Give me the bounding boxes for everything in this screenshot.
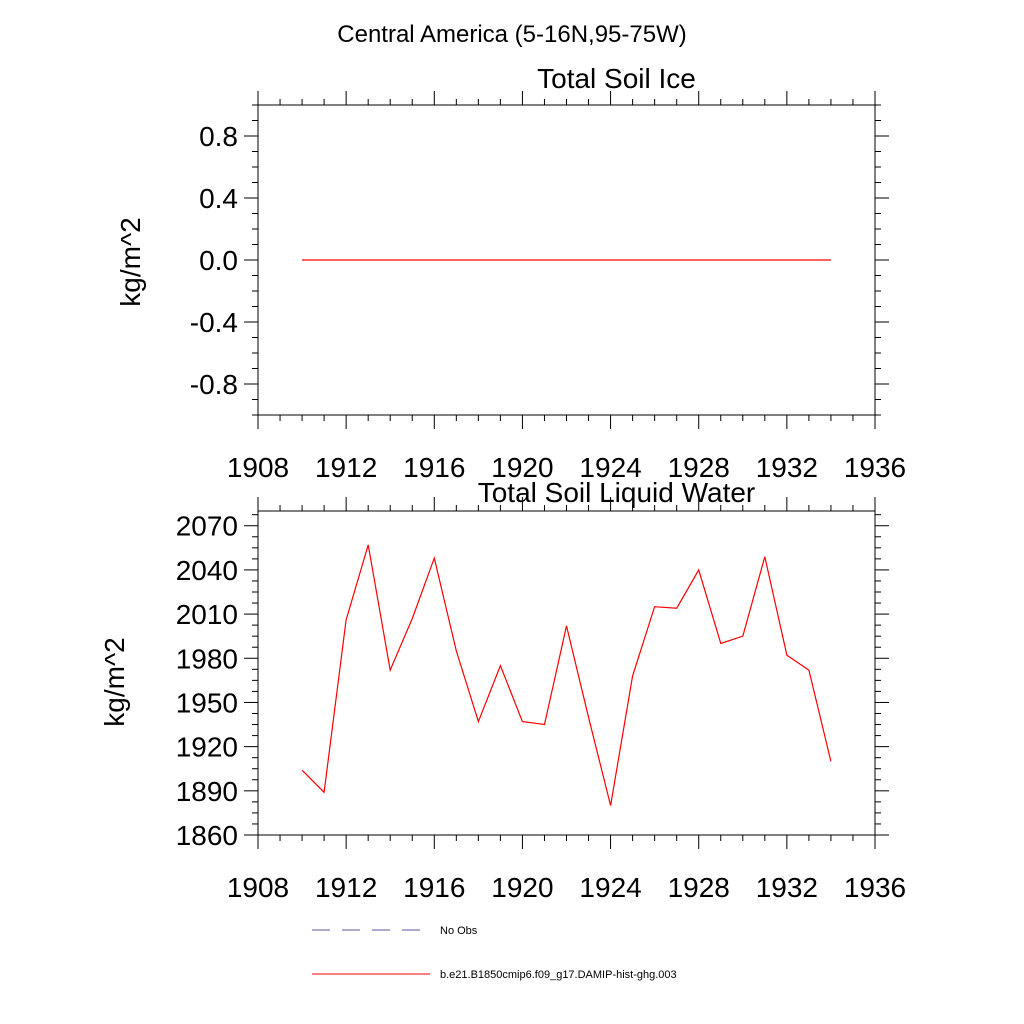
y-tick-label: -0.4: [190, 307, 238, 338]
x-tick-label: 1936: [844, 872, 906, 903]
y-tick-label: 1950: [176, 687, 238, 718]
x-tick-label: 1924: [579, 452, 641, 483]
y-tick-label: 1980: [176, 643, 238, 674]
panel-total-soil-liquid-water: Total Soil Liquid Water 1908 1912 1916 1920 1…: [99, 477, 906, 903]
x-tick-label: 1936: [844, 452, 906, 483]
y-axis-label: kg/m^2: [115, 217, 146, 306]
x-tick-label: 1908: [227, 452, 289, 483]
series-line: [301, 544, 832, 806]
x-tick-label: 1920: [491, 872, 553, 903]
legend: No Obs b.e21.B1850cmip6.f09_g17.DAMIP-hi…: [312, 925, 677, 981]
x-tick-label: 1932: [756, 452, 818, 483]
y-tick-label: 0.4: [199, 183, 238, 214]
y-tick-label: 2040: [176, 555, 238, 586]
y-tick-label: 1890: [176, 776, 238, 807]
y-tick-label: 2010: [176, 599, 238, 630]
x-tick-label: 1928: [668, 452, 730, 483]
legend-label-model: b.e21.B1850cmip6.f09_g17.DAMIP-hist-ghg.…: [440, 969, 677, 981]
x-tick-label: 1908: [227, 872, 289, 903]
y-axis-label: kg/m^2: [99, 637, 130, 726]
y-tick-label: -0.8: [190, 369, 238, 400]
y-tick-label: 1920: [176, 732, 238, 763]
x-tick-label: 1916: [403, 452, 465, 483]
y-tick-label: 1860: [176, 820, 238, 851]
panel-title-soil-ice: Total Soil Ice: [537, 63, 696, 94]
y-tick-label: 2070: [176, 511, 238, 542]
plot-frame: [257, 510, 876, 836]
x-tick-label: 1924: [579, 872, 641, 903]
y-tick-label: 0.0: [199, 245, 238, 276]
panel-total-soil-ice: Total Soil Ice 1908 1912 1916 1920 1924 1928 19…: [115, 63, 906, 483]
x-tick-label: 1912: [315, 452, 377, 483]
x-tick-label: 1928: [668, 872, 730, 903]
y-tick-label: 0.8: [199, 121, 238, 152]
x-tick-label: 1912: [315, 872, 377, 903]
figure-title: Central America (5-16N,95-75W): [337, 21, 686, 48]
x-tick-label: 1920: [491, 452, 553, 483]
x-tick-label: 1916: [403, 872, 465, 903]
panel-title-soil-liquid-water: Total Soil Liquid Water: [478, 477, 756, 508]
x-tick-label: 1932: [756, 872, 818, 903]
legend-label-no-obs: No Obs: [440, 925, 478, 937]
